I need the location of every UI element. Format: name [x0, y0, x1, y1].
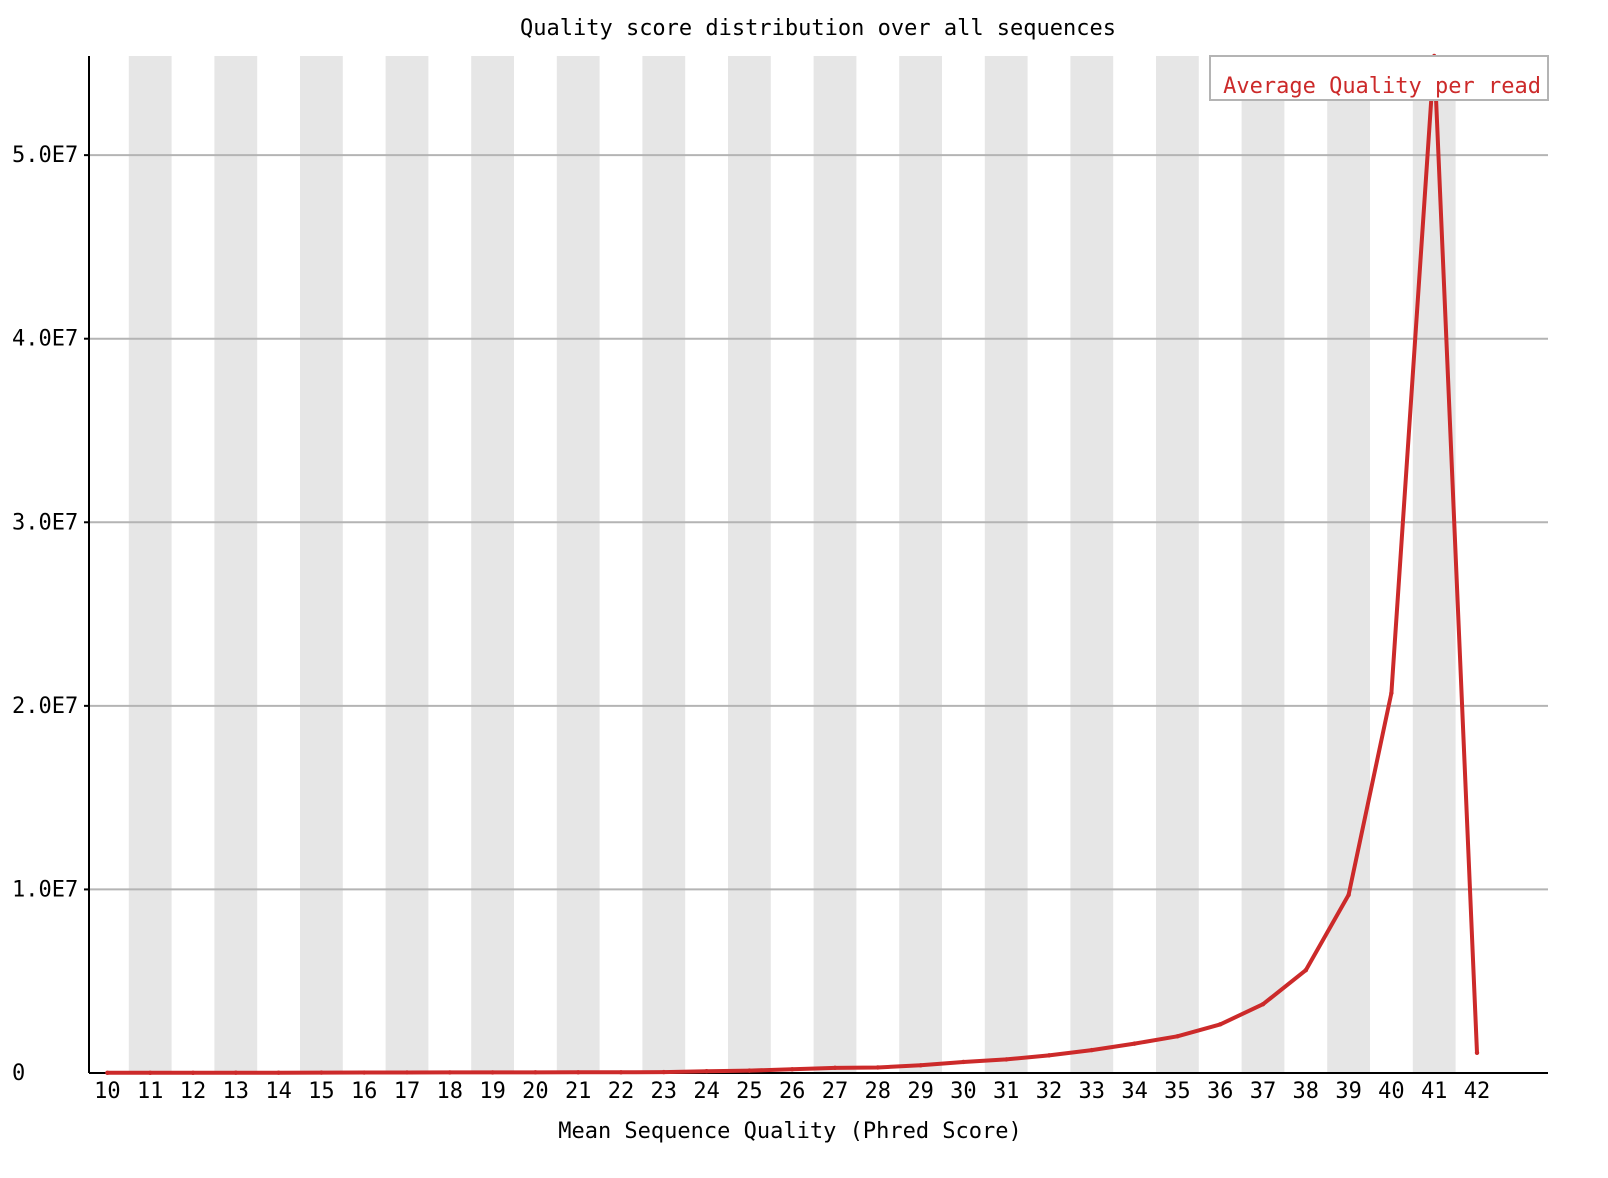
y-tick-label: 2.0E7 — [12, 694, 78, 719]
x-axis-label: Mean Sequence Quality (Phred Score) — [558, 1119, 1022, 1144]
y-tick-label: 5.0E7 — [12, 143, 78, 168]
data-point — [704, 1068, 709, 1074]
data-point — [233, 1070, 238, 1075]
data-point — [1303, 967, 1309, 973]
x-tick-label: 22 — [608, 1079, 635, 1104]
x-tick-label: 29 — [907, 1079, 934, 1104]
data-point — [1389, 690, 1394, 696]
x-tick-label: 39 — [1335, 1079, 1362, 1104]
data-point — [276, 1070, 281, 1075]
x-tick-label: 41 — [1421, 1079, 1448, 1104]
column-stripe — [1412, 56, 1456, 1073]
column-stripe — [1241, 56, 1285, 1073]
data-point — [576, 1070, 581, 1075]
column-stripe — [556, 56, 600, 1073]
data-point — [1046, 1053, 1052, 1058]
x-tick-label: 42 — [1464, 1079, 1491, 1104]
chart-title: Quality score distribution over all sequ… — [520, 16, 1116, 41]
x-tick-label: 15 — [308, 1079, 335, 1104]
data-point — [533, 1070, 538, 1075]
data-point — [447, 1070, 452, 1075]
data-point — [490, 1070, 495, 1075]
column-stripes — [128, 56, 1456, 1073]
column-stripe — [214, 56, 258, 1073]
x-tick-label: 30 — [950, 1079, 977, 1104]
x-tick-label: 36 — [1207, 1079, 1234, 1104]
data-point — [790, 1067, 795, 1072]
column-stripe — [471, 56, 514, 1073]
data-point — [1004, 1057, 1009, 1062]
data-point — [362, 1070, 367, 1075]
data-point — [618, 1070, 624, 1075]
x-tick-label: 33 — [1079, 1079, 1106, 1104]
x-tick-label: 31 — [993, 1079, 1020, 1104]
data-point — [105, 1070, 110, 1076]
gridlines — [84, 154, 1548, 891]
x-tick-label: 24 — [693, 1079, 720, 1104]
x-tick-label: 14 — [265, 1079, 292, 1104]
data-point — [875, 1065, 880, 1070]
x-tick-label: 11 — [137, 1079, 164, 1104]
data-point — [961, 1059, 966, 1065]
column-stripe — [642, 56, 686, 1073]
legend-box — [1209, 55, 1549, 101]
x-tick-label: 38 — [1293, 1079, 1320, 1104]
x-tick-label: 37 — [1250, 1079, 1277, 1104]
data-point — [190, 1070, 196, 1075]
x-tick-label: 40 — [1378, 1079, 1405, 1104]
data-point — [1260, 1001, 1266, 1007]
column-stripe — [1156, 56, 1199, 1073]
data-point — [1089, 1047, 1095, 1053]
column-stripe — [1327, 56, 1370, 1073]
data-point — [661, 1069, 666, 1075]
data-point — [918, 1063, 923, 1068]
column-stripe — [128, 56, 172, 1073]
x-tick-label: 19 — [479, 1079, 506, 1104]
column-stripe — [984, 56, 1028, 1073]
column-stripe — [1070, 56, 1114, 1073]
x-tick-label: 17 — [394, 1079, 421, 1104]
x-tick-label: 20 — [522, 1079, 549, 1104]
x-tick-label: 25 — [736, 1079, 763, 1104]
x-tick-label: 28 — [865, 1079, 892, 1104]
column-stripe — [300, 56, 343, 1073]
legend: Average Quality per read — [1209, 55, 1549, 101]
x-tick-label: 16 — [351, 1079, 378, 1104]
column-stripe — [728, 56, 771, 1073]
x-tick-labels: 10 11 12 13 14 15 16 17 18 19 20 21 22 23 24 25 26 27 28 29… — [94, 1079, 1490, 1104]
column-stripe — [813, 56, 857, 1073]
x-tick-label: 34 — [1121, 1079, 1148, 1104]
x-tick-label: 35 — [1164, 1079, 1191, 1104]
series-layer — [105, 53, 1480, 1076]
y-tick-label: 3.0E7 — [12, 510, 78, 535]
x-tick-label: 12 — [180, 1079, 207, 1104]
x-tick-label: 18 — [437, 1079, 464, 1104]
data-point — [1474, 1050, 1480, 1056]
data-point — [747, 1068, 752, 1073]
data-point — [404, 1070, 410, 1075]
data-point — [148, 1070, 153, 1075]
x-tick-label: 21 — [565, 1079, 592, 1104]
data-point — [1346, 892, 1351, 898]
legend-entry: Average Quality per read — [1223, 74, 1541, 99]
column-stripe — [899, 56, 942, 1073]
x-tick-label: 26 — [779, 1079, 806, 1104]
data-point — [1218, 1022, 1223, 1027]
x-tick-label: 13 — [223, 1079, 250, 1104]
column-stripe — [385, 56, 429, 1073]
data-point — [1175, 1034, 1180, 1039]
data-point — [319, 1070, 324, 1075]
x-tick-label: 32 — [1036, 1079, 1063, 1104]
x-tick-label: 27 — [822, 1079, 849, 1104]
y-tick-label: 1.0E7 — [12, 877, 78, 902]
data-point — [832, 1065, 838, 1071]
y-tick-label: 0 — [12, 1061, 25, 1086]
y-tick-labels: 0 1.0E7 2.0E7 3.0E7 4.0E7 5.0E7 — [12, 143, 78, 1086]
x-tick-label: 23 — [651, 1079, 678, 1104]
data-point — [1132, 1041, 1137, 1046]
y-tick-label: 4.0E7 — [12, 327, 78, 352]
x-tick-label: 10 — [94, 1079, 121, 1104]
